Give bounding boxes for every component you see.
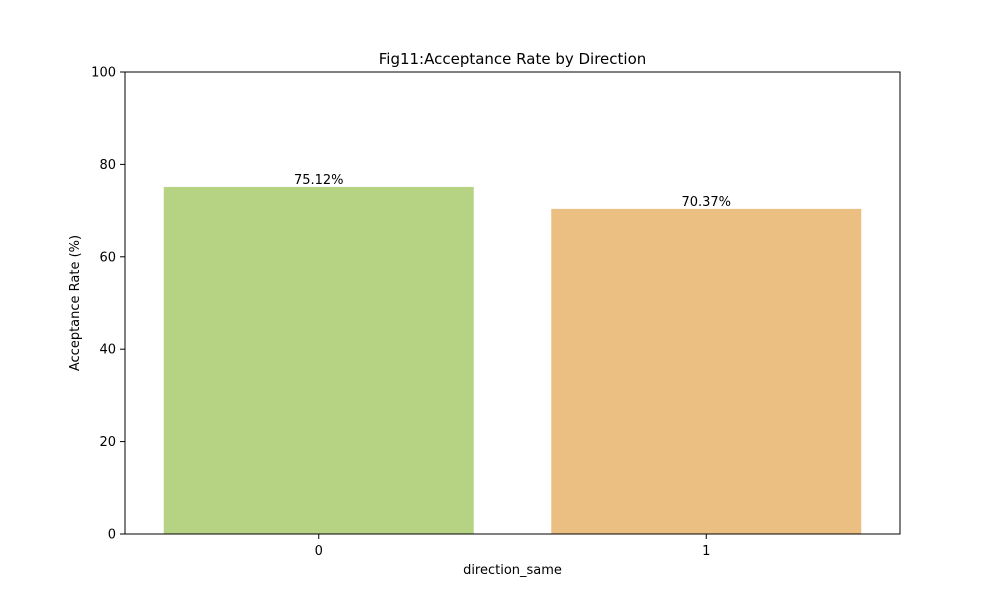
bar-value-label: 75.12% <box>294 173 344 188</box>
y-tick-label: 40 <box>99 343 116 358</box>
value-label-group: 75.12% 70.37% <box>294 173 731 210</box>
plot-frame <box>124 71 901 535</box>
y-tick-label: 100 <box>91 66 116 81</box>
x-tick-label: 1 <box>702 544 710 559</box>
bar-group <box>163 186 862 534</box>
bar-1 <box>551 208 862 534</box>
bar-0 <box>163 186 474 534</box>
y-tick-label: 20 <box>99 435 116 450</box>
bar-value-label: 70.37% <box>681 195 731 210</box>
y-tick-label: 80 <box>99 158 116 173</box>
y-tick-label: 60 <box>99 250 116 265</box>
y-axis: 0 20 40 60 80 100 <box>91 66 125 543</box>
x-axis-label: direction_same <box>463 563 562 578</box>
y-tick-label: 0 <box>108 528 116 543</box>
y-axis-label: Acceptance Rate (%) <box>68 235 83 371</box>
x-tick-label: 0 <box>315 544 323 559</box>
chart-title: Fig11:Acceptance Rate by Direction <box>379 50 647 68</box>
